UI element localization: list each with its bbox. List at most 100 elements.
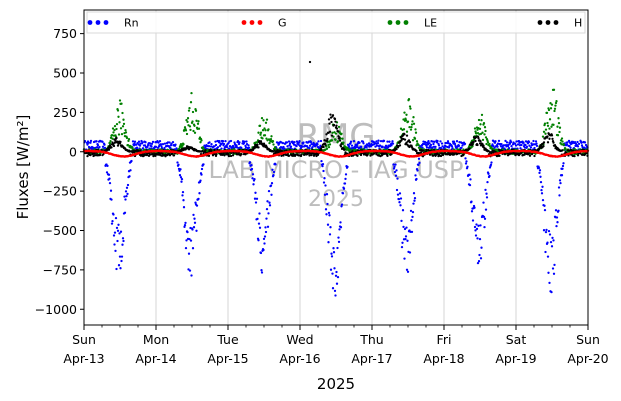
point-Rn (285, 141, 289, 144)
point-Rn (197, 197, 200, 201)
point-LE (414, 131, 418, 134)
point-LE (403, 111, 406, 114)
point-Rn (433, 140, 436, 143)
point-Rn (191, 247, 195, 250)
point-Rn (323, 193, 327, 196)
point-Rn (479, 257, 483, 260)
point-Rn (573, 140, 577, 144)
point-LE (408, 125, 411, 129)
point-Rn (262, 248, 265, 252)
point-H (231, 154, 235, 157)
point-LE (121, 125, 125, 128)
point-Rn (367, 142, 371, 145)
point-Rn (417, 157, 421, 160)
point-Rn (399, 197, 403, 200)
y-tick-label: −500 (43, 223, 77, 238)
point-H (251, 148, 255, 152)
point-Rn (537, 166, 541, 170)
point-Rn (311, 145, 314, 149)
point-Rn (339, 221, 342, 224)
point-LE (560, 137, 564, 140)
point-Rn (547, 271, 550, 274)
point-Rn (413, 199, 416, 202)
point-LE (340, 132, 343, 135)
point-Rn (478, 237, 482, 241)
point-Rn (340, 203, 344, 206)
point-H (308, 154, 311, 157)
point-Rn (397, 197, 401, 201)
point-Rn (398, 192, 402, 195)
point-Rn (561, 167, 564, 170)
point-Rn (408, 251, 412, 254)
point-Rn (168, 141, 171, 144)
point-Rn (247, 146, 251, 149)
point-Rn (557, 209, 560, 212)
point-Rn (195, 204, 199, 207)
point-Rn (470, 200, 473, 203)
point-H (548, 137, 551, 140)
point-Rn (159, 143, 163, 146)
point-H (325, 139, 329, 143)
legend-label: G (278, 17, 287, 30)
point-Rn (394, 174, 398, 177)
point-LE (558, 126, 562, 129)
point-H (115, 136, 118, 140)
point-Rn (461, 144, 464, 147)
point-LE (264, 121, 268, 124)
point-Rn (415, 177, 418, 181)
point-Rn (338, 228, 341, 231)
point-Rn (336, 246, 339, 250)
point-Rn (550, 245, 554, 248)
legend-label: H (574, 17, 582, 30)
point-H (294, 153, 297, 156)
point-LE (120, 132, 124, 136)
point-Rn (337, 236, 340, 239)
point-LE (185, 132, 189, 136)
point-Rn (548, 281, 551, 285)
point-H (114, 139, 117, 143)
point-LE (327, 145, 331, 149)
point-Rn (150, 142, 154, 145)
point-LE (179, 143, 183, 146)
point-LE (267, 128, 270, 131)
point-LE (411, 139, 415, 142)
point-Rn (546, 255, 550, 258)
point-LE (187, 109, 191, 112)
point-Rn (269, 184, 273, 187)
point-Rn (229, 139, 233, 143)
point-Rn (330, 252, 333, 255)
legend-marker (257, 20, 263, 25)
point-Rn (295, 144, 298, 148)
point-Rn (120, 259, 123, 263)
watermark-line-2: LAB MICRO - IAG USP (208, 156, 463, 184)
point-Rn (258, 226, 262, 229)
point-Rn (109, 189, 113, 192)
point-H (316, 153, 320, 157)
point-Rn (416, 169, 419, 172)
point-LE (188, 106, 191, 110)
point-H (439, 154, 443, 158)
point-H (227, 154, 231, 158)
point-Rn (192, 213, 195, 217)
point-H (471, 143, 474, 146)
point-Rn (405, 226, 408, 229)
point-Rn (529, 146, 533, 149)
point-H (148, 153, 152, 156)
point-LE (330, 139, 334, 142)
point-Rn (274, 163, 277, 166)
point-Rn (577, 142, 581, 146)
point-LE (480, 113, 484, 117)
point-LE (415, 140, 419, 143)
point-Rn (183, 223, 187, 227)
point-Rn (187, 252, 191, 255)
point-Rn (320, 159, 323, 163)
point-Rn (218, 139, 221, 143)
point-H (338, 139, 342, 142)
point-Rn (101, 140, 104, 143)
point-LE (412, 116, 415, 119)
point-Rn (418, 161, 421, 165)
point-Rn (199, 179, 202, 182)
point-LE (417, 143, 420, 147)
y-tick-label: 500 (53, 66, 77, 81)
point-Rn (111, 219, 114, 223)
